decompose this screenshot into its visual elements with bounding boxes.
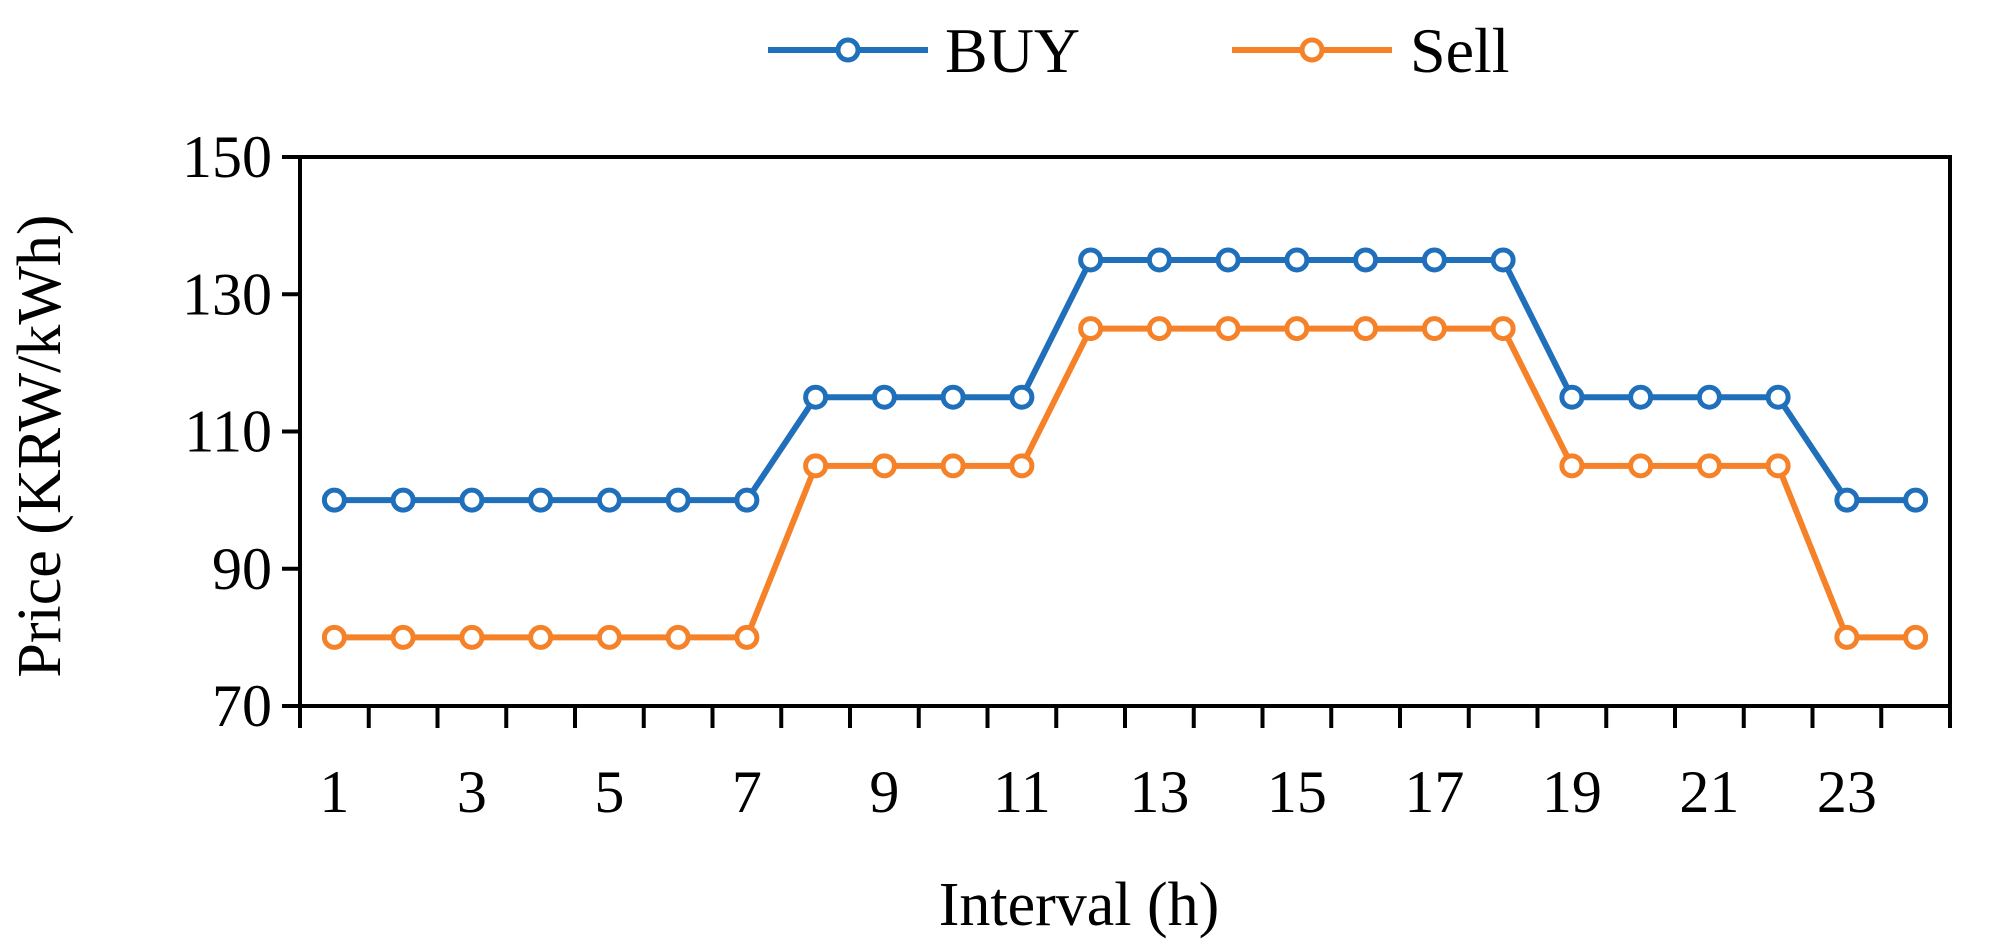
data-point: [321, 624, 347, 650]
y-tick-label: 130: [182, 261, 272, 327]
data-point: [1284, 316, 1310, 342]
data-point: [1078, 316, 1104, 342]
data-point: [1078, 247, 1104, 273]
data-point: [1490, 247, 1516, 273]
x-axis-label: Interval (h): [939, 871, 1220, 939]
legend: BUY Sell: [768, 15, 1510, 86]
x-tick-label: 3: [457, 759, 487, 825]
x-tick-label: 21: [1679, 759, 1739, 825]
data-point: [1353, 316, 1379, 342]
legend-marker: [1299, 37, 1325, 63]
data-point: [1696, 453, 1722, 479]
x-tick-label: 5: [594, 759, 624, 825]
data-point: [1765, 453, 1791, 479]
data-point: [528, 487, 554, 513]
data-point: [1903, 624, 1929, 650]
legend-label: Sell: [1410, 15, 1510, 86]
series-line: [334, 325, 1916, 641]
data-point: [1421, 316, 1447, 342]
legend-item-buy: BUY: [768, 15, 1080, 86]
data-point: [1284, 247, 1310, 273]
x-tick-label: 7: [732, 759, 762, 825]
data-point: [734, 624, 760, 650]
x-tick-label: 19: [1542, 759, 1602, 825]
data-point: [1559, 384, 1585, 410]
data-point: [1559, 453, 1585, 479]
legend-item-sell: Sell: [1232, 15, 1510, 86]
data-point: [1421, 247, 1447, 273]
data-point: [1834, 624, 1860, 650]
data-point: [1215, 316, 1241, 342]
data-point: [1215, 247, 1241, 273]
data-point: [321, 487, 347, 513]
data-point: [1353, 247, 1379, 273]
data-point: [1490, 316, 1516, 342]
y-tick-label: 150: [182, 124, 272, 190]
x-tick-label: 11: [993, 759, 1051, 825]
x-tick-label: 23: [1817, 759, 1877, 825]
series-layer: [321, 247, 1929, 650]
data-point: [459, 487, 485, 513]
data-point: [940, 384, 966, 410]
plot-area: [298, 155, 1952, 708]
series-buy: [321, 247, 1929, 513]
y-tick-label: 110: [184, 399, 272, 465]
x-axis: 1 3 5 7 9 11 13 15 17 19 21 23: [298, 706, 1952, 825]
x-tick-label: 15: [1267, 759, 1327, 825]
x-tick-label: 1: [319, 759, 349, 825]
data-point: [390, 487, 416, 513]
data-point: [1696, 384, 1722, 410]
data-point: [734, 487, 760, 513]
y-axis: 70 90 110 130 150: [182, 124, 300, 739]
x-tick-label: 13: [1129, 759, 1189, 825]
data-point: [1903, 487, 1929, 513]
data-point: [940, 453, 966, 479]
data-point: [665, 487, 691, 513]
data-point: [871, 453, 897, 479]
data-point: [528, 624, 554, 650]
series-sell: [321, 316, 1929, 650]
data-point: [1834, 487, 1860, 513]
data-point: [1765, 384, 1791, 410]
legend-marker: [835, 37, 861, 63]
plot-border: [298, 155, 1952, 708]
data-point: [459, 624, 485, 650]
data-point: [596, 624, 622, 650]
data-point: [665, 624, 691, 650]
data-point: [1146, 316, 1172, 342]
y-axis-label: Price (KRW/kWh): [6, 214, 74, 677]
data-point: [1009, 384, 1035, 410]
data-point: [390, 624, 416, 650]
data-point: [1009, 453, 1035, 479]
y-tick-label: 70: [212, 673, 272, 739]
x-tick-label: 17: [1404, 759, 1464, 825]
y-tick-label: 90: [212, 536, 272, 602]
x-tick-label: 9: [869, 759, 899, 825]
data-point: [1628, 453, 1654, 479]
data-point: [596, 487, 622, 513]
data-point: [803, 453, 829, 479]
data-point: [871, 384, 897, 410]
data-point: [1146, 247, 1172, 273]
legend-label: BUY: [945, 15, 1080, 86]
data-point: [803, 384, 829, 410]
data-point: [1628, 384, 1654, 410]
